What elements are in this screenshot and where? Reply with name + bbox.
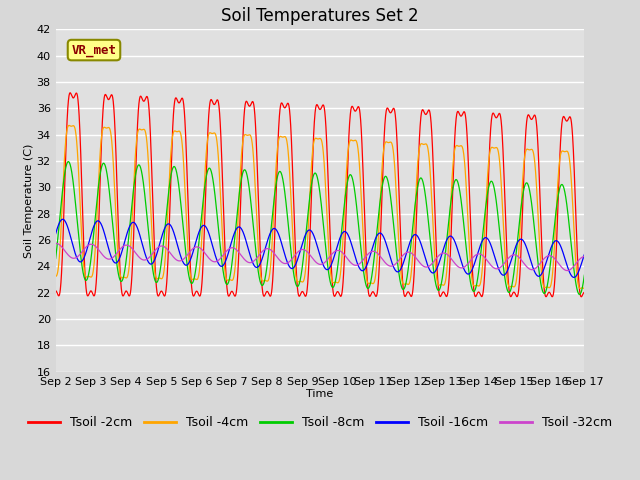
Tsoil -8cm — [580, 274, 588, 279]
Line: Tsoil -16cm: Tsoil -16cm — [56, 219, 584, 277]
Tsoil -2cm — [165, 228, 173, 234]
Tsoil -16cm — [531, 268, 538, 274]
Tsoil -16cm — [372, 236, 380, 241]
Tsoil -2cm — [381, 124, 388, 130]
Tsoil -8cm — [381, 174, 388, 180]
Tsoil -32cm — [52, 240, 60, 246]
Tsoil -16cm — [570, 275, 578, 280]
Tsoil -32cm — [52, 240, 60, 246]
Tsoil -4cm — [165, 182, 173, 188]
Tsoil -4cm — [65, 122, 73, 128]
Text: VR_met: VR_met — [72, 44, 116, 57]
Tsoil -4cm — [372, 274, 380, 279]
Line: Tsoil -8cm: Tsoil -8cm — [56, 162, 584, 294]
Tsoil -4cm — [52, 274, 60, 279]
Line: Tsoil -32cm: Tsoil -32cm — [56, 243, 584, 271]
Tsoil -4cm — [580, 286, 588, 291]
Tsoil -32cm — [531, 266, 538, 272]
Tsoil -2cm — [580, 289, 588, 295]
Tsoil -4cm — [531, 155, 538, 161]
Line: Tsoil -2cm: Tsoil -2cm — [56, 93, 584, 297]
Tsoil -8cm — [52, 256, 60, 262]
Legend: Tsoil -2cm, Tsoil -4cm, Tsoil -8cm, Tsoil -16cm, Tsoil -32cm: Tsoil -2cm, Tsoil -4cm, Tsoil -8cm, Tsoi… — [23, 411, 617, 434]
Tsoil -2cm — [200, 252, 207, 258]
Tsoil -32cm — [200, 248, 207, 254]
Tsoil -16cm — [381, 237, 388, 242]
Tsoil -32cm — [381, 259, 388, 265]
Tsoil -16cm — [52, 231, 60, 237]
Tsoil -16cm — [200, 223, 207, 228]
Tsoil -2cm — [577, 294, 585, 300]
Title: Soil Temperatures Set 2: Soil Temperatures Set 2 — [221, 7, 419, 25]
Tsoil -32cm — [165, 249, 173, 254]
Tsoil -2cm — [52, 288, 60, 294]
Tsoil -16cm — [59, 216, 67, 222]
Tsoil -32cm — [580, 253, 588, 259]
Tsoil -2cm — [67, 90, 74, 96]
Line: Tsoil -4cm: Tsoil -4cm — [56, 125, 584, 288]
Tsoil -2cm — [531, 112, 538, 118]
Tsoil -8cm — [372, 243, 380, 249]
Tsoil -8cm — [165, 186, 173, 192]
X-axis label: Time: Time — [307, 389, 333, 399]
Tsoil -4cm — [580, 286, 588, 291]
Y-axis label: Soil Temperature (C): Soil Temperature (C) — [24, 144, 34, 258]
Tsoil -8cm — [580, 272, 588, 278]
Tsoil -4cm — [381, 141, 388, 147]
Tsoil -16cm — [580, 252, 588, 258]
Tsoil -4cm — [200, 202, 207, 207]
Tsoil -16cm — [165, 221, 173, 227]
Tsoil -32cm — [372, 249, 380, 255]
Tsoil -32cm — [563, 268, 571, 274]
Tsoil -2cm — [372, 293, 380, 299]
Tsoil -32cm — [580, 253, 588, 259]
Tsoil -8cm — [65, 159, 72, 165]
Tsoil -8cm — [575, 291, 583, 297]
Tsoil -8cm — [531, 224, 538, 230]
Tsoil -16cm — [580, 252, 588, 257]
Tsoil -2cm — [580, 289, 588, 295]
Tsoil -8cm — [200, 194, 207, 200]
